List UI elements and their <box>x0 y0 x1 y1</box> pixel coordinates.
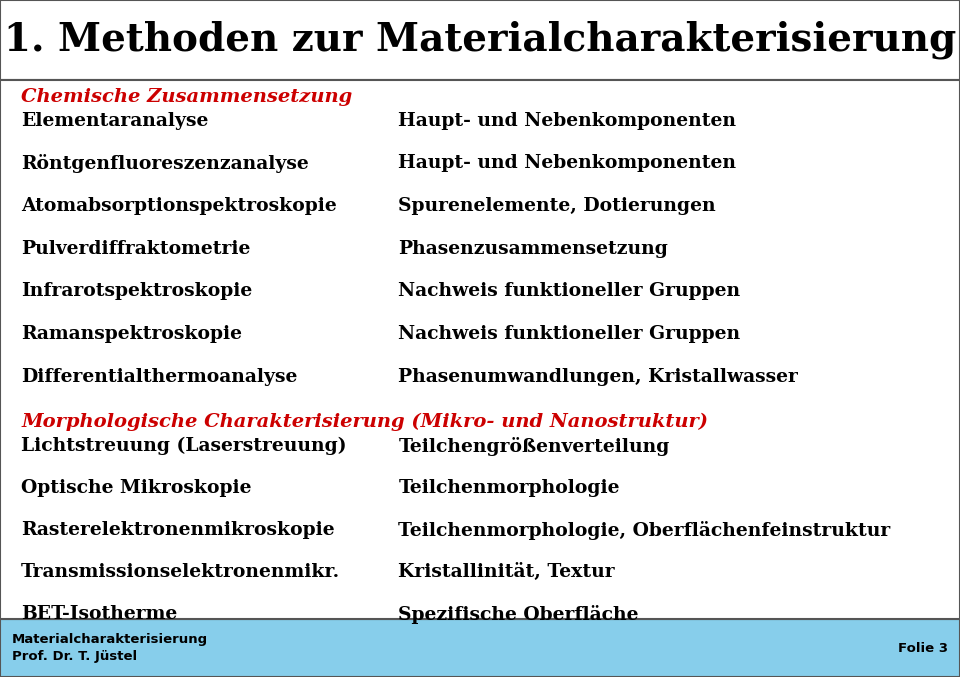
Text: Rasterelektronenmikroskopie: Rasterelektronenmikroskopie <box>21 521 335 539</box>
Text: Morphologische Charakterisierung (Mikro- und Nanostruktur): Morphologische Charakterisierung (Mikro-… <box>21 413 708 431</box>
Text: Materialcharakterisierung
Prof. Dr. T. Jüstel: Materialcharakterisierung Prof. Dr. T. J… <box>12 633 207 663</box>
Text: BET-Isotherme: BET-Isotherme <box>21 605 178 623</box>
Text: Transmissionselektronenmikr.: Transmissionselektronenmikr. <box>21 563 340 581</box>
Text: Spezifische Oberfläche: Spezifische Oberfläche <box>398 605 639 624</box>
Text: 1. Methoden zur Materialcharakterisierung: 1. Methoden zur Materialcharakterisierun… <box>4 21 956 59</box>
Text: Teilchengrößenverteilung: Teilchengrößenverteilung <box>398 437 670 456</box>
Text: Haupt- und Nebenkomponenten: Haupt- und Nebenkomponenten <box>398 154 736 173</box>
Text: Nachweis funktioneller Gruppen: Nachweis funktioneller Gruppen <box>398 282 740 301</box>
Text: Lichtstreuung (Laserstreuung): Lichtstreuung (Laserstreuung) <box>21 437 347 455</box>
Text: Differentialthermoanalyse: Differentialthermoanalyse <box>21 368 298 386</box>
Text: Ramanspektroskopie: Ramanspektroskopie <box>21 325 242 343</box>
Text: Atomabsorptionspektroskopie: Atomabsorptionspektroskopie <box>21 197 337 215</box>
FancyBboxPatch shape <box>0 619 960 677</box>
Text: Pulverdiffraktometrie: Pulverdiffraktometrie <box>21 240 251 258</box>
Text: Phasenumwandlungen, Kristallwasser: Phasenumwandlungen, Kristallwasser <box>398 368 799 386</box>
Text: Teilchenmorphologie: Teilchenmorphologie <box>398 479 620 497</box>
Text: Chemische Zusammensetzung: Chemische Zusammensetzung <box>21 88 352 106</box>
Text: Teilchenmorphologie, Oberflächenfeinstruktur: Teilchenmorphologie, Oberflächenfeinstru… <box>398 521 891 540</box>
Text: Haupt- und Nebenkomponenten: Haupt- und Nebenkomponenten <box>398 112 736 130</box>
Text: Optische Mikroskopie: Optische Mikroskopie <box>21 479 252 497</box>
Text: Elementaranalyse: Elementaranalyse <box>21 112 208 130</box>
Text: Folie 3: Folie 3 <box>899 642 948 655</box>
FancyBboxPatch shape <box>0 80 960 619</box>
Text: Spurenelemente, Dotierungen: Spurenelemente, Dotierungen <box>398 197 716 215</box>
Text: Nachweis funktioneller Gruppen: Nachweis funktioneller Gruppen <box>398 325 740 343</box>
Text: Kristallinität, Textur: Kristallinität, Textur <box>398 563 615 581</box>
Text: Phasenzusammensetzung: Phasenzusammensetzung <box>398 240 668 258</box>
Text: Röntgenfluoreszenzanalyse: Röntgenfluoreszenzanalyse <box>21 154 309 173</box>
FancyBboxPatch shape <box>0 0 960 80</box>
Text: Infrarotspektroskopie: Infrarotspektroskopie <box>21 282 252 301</box>
